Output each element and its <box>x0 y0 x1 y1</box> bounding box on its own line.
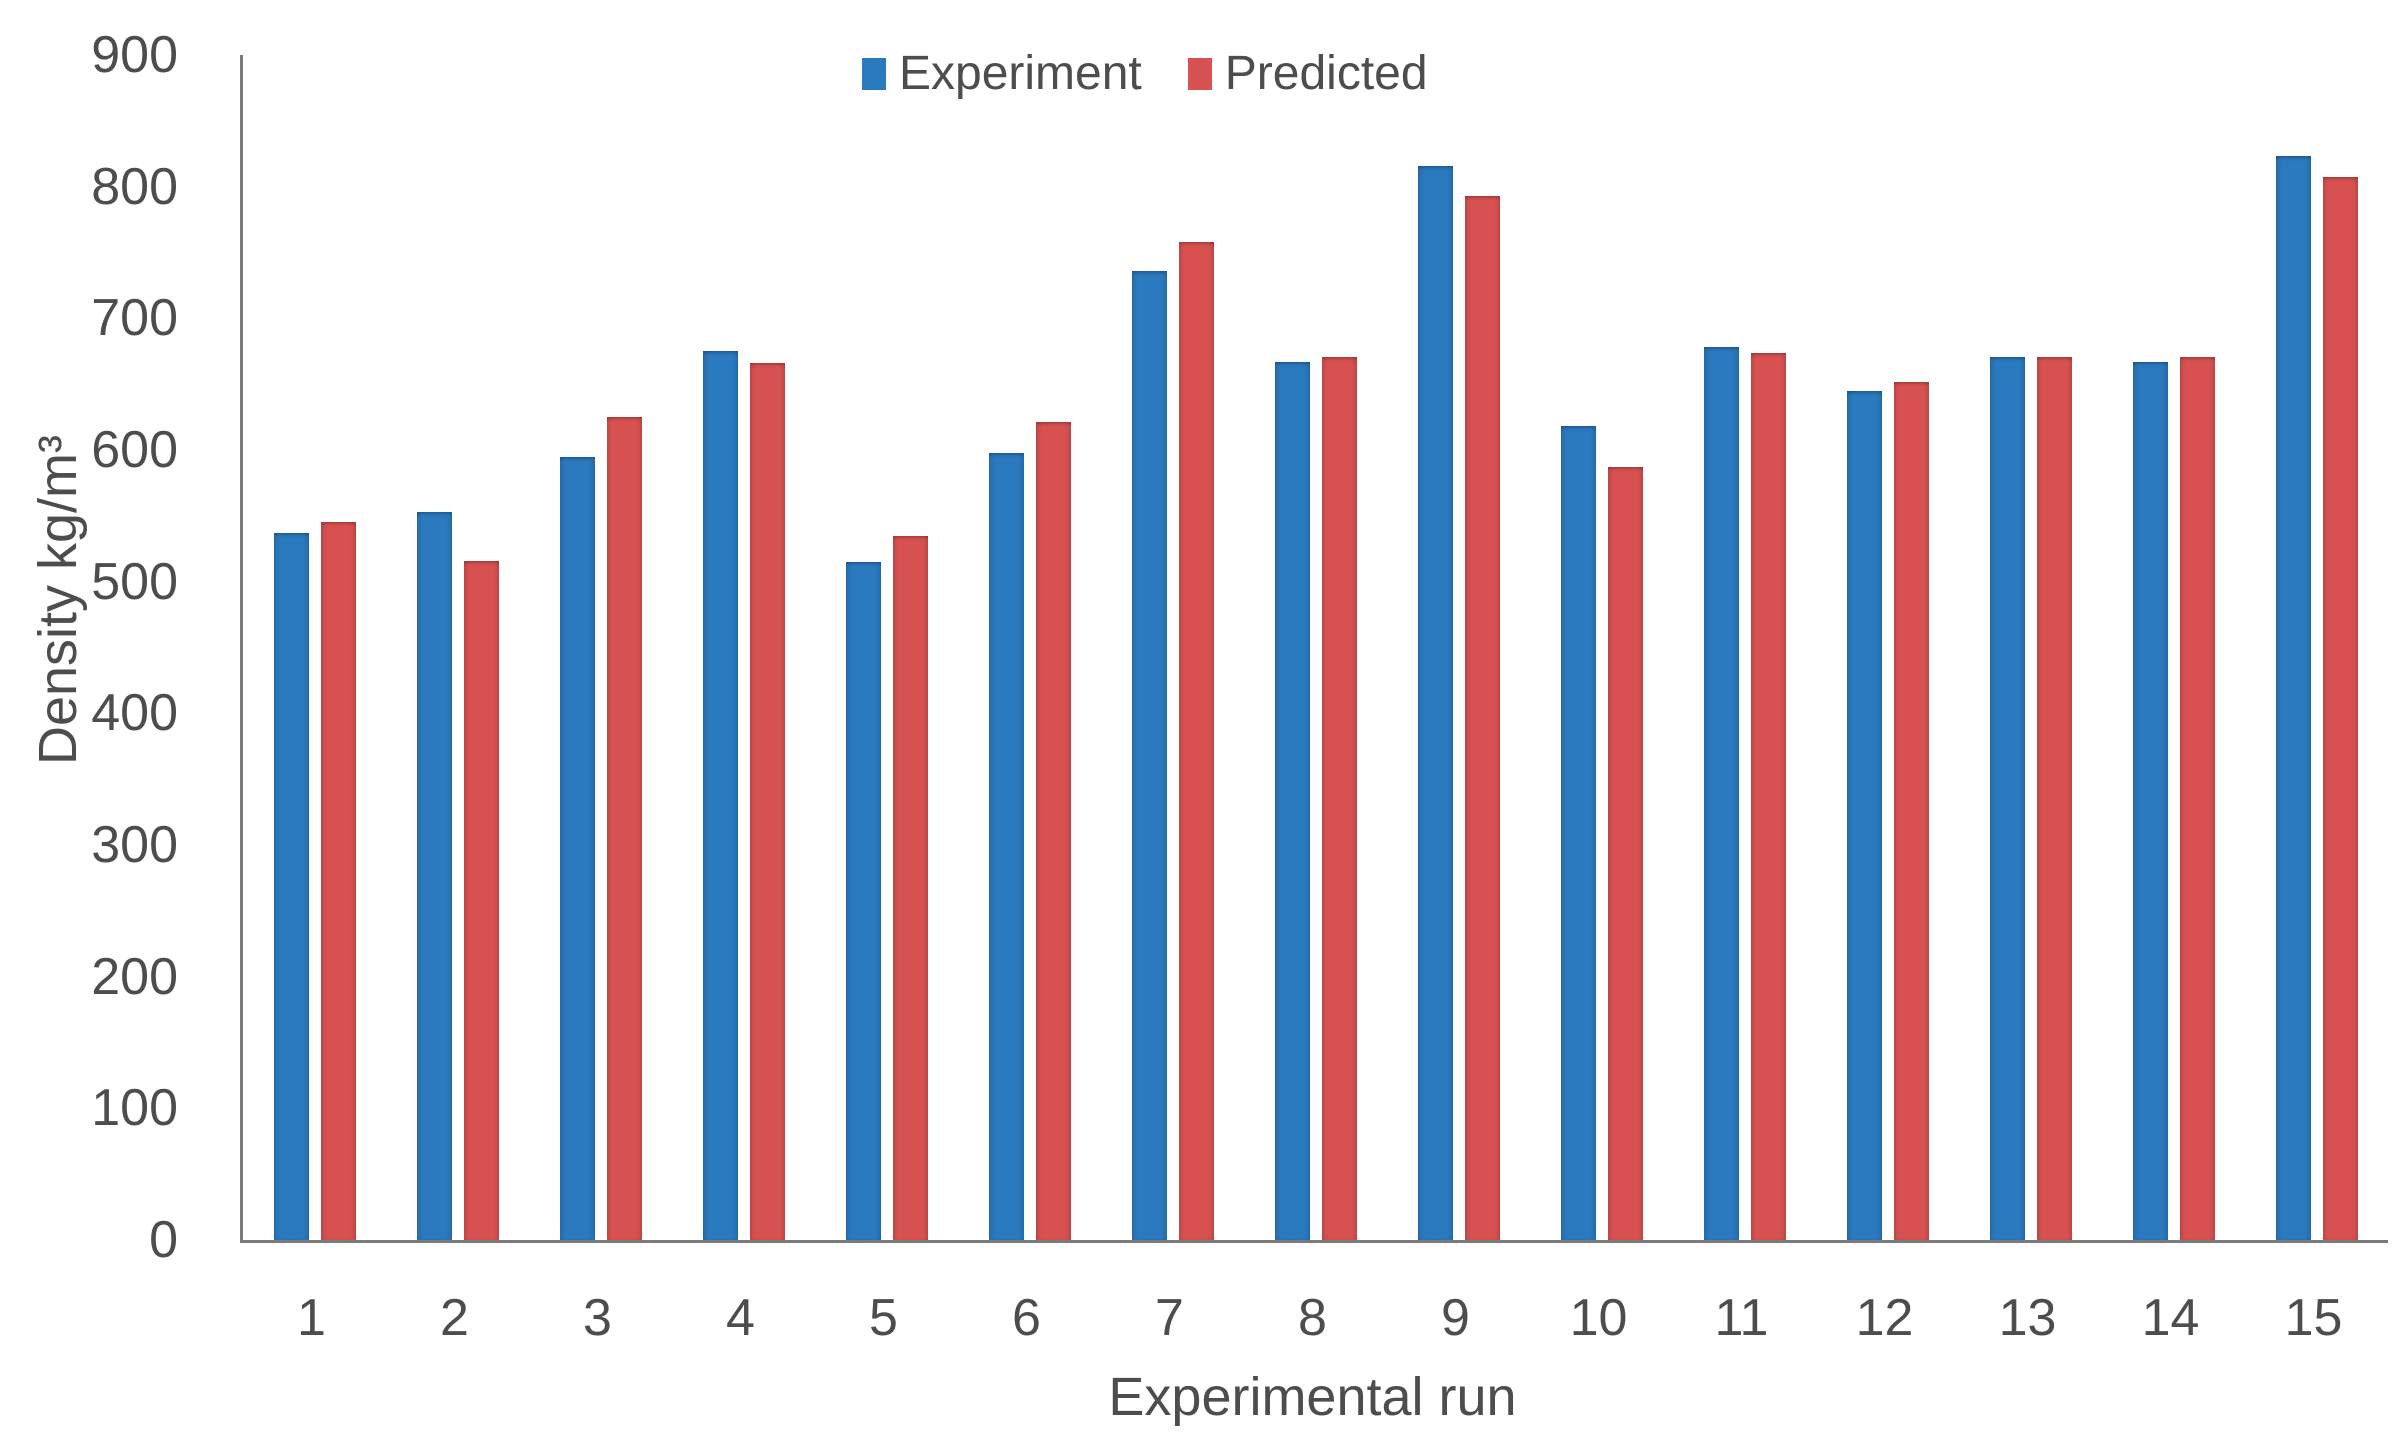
bar-group-run-6 <box>958 55 1101 1240</box>
bar-experiment-run-14 <box>2133 362 2168 1240</box>
bar-experiment-run-3 <box>560 457 595 1240</box>
y-tick-label-0: 0 <box>149 1211 178 1269</box>
bar-group-run-11 <box>1673 55 1816 1240</box>
bar-predicted-run-6 <box>1036 422 1071 1240</box>
bar-group-run-5 <box>815 55 958 1240</box>
bar-predicted-run-12 <box>1894 382 1929 1240</box>
x-tick-label-1: 1 <box>297 1289 326 1347</box>
bar-experiment-run-10 <box>1561 426 1596 1240</box>
legend-item-predicted: Predicted <box>1187 47 1428 100</box>
legend-label-experiment: Experiment <box>899 47 1142 100</box>
x-tick-label-13: 13 <box>1998 1289 2057 1347</box>
x-tick-label-6: 6 <box>1012 1289 1041 1347</box>
x-tick-label-9: 9 <box>1441 1289 1470 1347</box>
bar-experiment-run-11 <box>1704 347 1739 1240</box>
x-tick-label-11: 11 <box>1714 1289 1769 1347</box>
experiment-series-swatch-icon <box>862 58 886 90</box>
bar-group-run-8 <box>1244 55 1387 1240</box>
bar-group-run-3 <box>529 55 672 1240</box>
y-tick-label-500: 500 <box>91 552 178 611</box>
bar-predicted-run-7 <box>1179 242 1214 1240</box>
bar-experiment-run-6 <box>989 453 1024 1240</box>
bar-predicted-run-11 <box>1751 353 1786 1240</box>
chart-legend: Experiment Predicted <box>862 48 1428 100</box>
x-tick-label-3: 3 <box>583 1289 612 1347</box>
bar-predicted-run-3 <box>607 417 642 1240</box>
bar-predicted-run-10 <box>1608 467 1643 1240</box>
y-tick-label-300: 300 <box>91 816 178 874</box>
x-tick-label-8: 8 <box>1298 1289 1327 1347</box>
bar-predicted-run-1 <box>321 522 356 1240</box>
x-tick-label-12: 12 <box>1855 1289 1914 1347</box>
plot-area <box>240 55 2388 1243</box>
bar-predicted-run-5 <box>893 536 928 1240</box>
bar-group-run-12 <box>1816 55 1959 1240</box>
bar-predicted-run-13 <box>2037 357 2072 1240</box>
x-tick-label-4: 4 <box>726 1289 755 1347</box>
bar-group-run-14 <box>2102 55 2245 1240</box>
bar-predicted-run-9 <box>1465 196 1500 1240</box>
bar-experiment-run-8 <box>1275 362 1310 1240</box>
x-tick-label-5: 5 <box>869 1289 898 1347</box>
y-tick-label-800: 800 <box>91 157 178 216</box>
bar-predicted-run-15 <box>2323 177 2358 1240</box>
y-tick-label-100: 100 <box>91 1079 178 1138</box>
x-tick-label-2: 2 <box>440 1289 469 1347</box>
bar-group-run-7 <box>1101 55 1244 1240</box>
bar-experiment-run-2 <box>417 512 452 1240</box>
y-tick-label-700: 700 <box>91 289 178 348</box>
x-axis-title: Experimental run <box>1108 1367 1517 1427</box>
legend-item-experiment: Experiment <box>862 48 1142 100</box>
x-tick-label-15: 15 <box>2284 1289 2343 1347</box>
y-tick-label-600: 600 <box>91 421 178 479</box>
bar-experiment-run-12 <box>1847 391 1882 1240</box>
bar-experiment-run-1 <box>274 533 309 1240</box>
bar-experiment-run-5 <box>846 562 881 1240</box>
bar-predicted-run-14 <box>2180 357 2215 1240</box>
bar-group-run-15 <box>2245 55 2388 1240</box>
bar-experiment-run-7 <box>1132 271 1167 1240</box>
y-tick-label-900: 900 <box>91 26 178 84</box>
legend-label-predicted: Predicted <box>1224 47 1428 100</box>
bar-experiment-run-13 <box>1990 357 2025 1240</box>
x-tick-label-7: 7 <box>1155 1289 1184 1347</box>
y-tick-label-400: 400 <box>91 684 178 743</box>
bar-group-run-1 <box>243 55 386 1240</box>
bar-group-run-13 <box>1959 55 2102 1240</box>
y-tick-label-200: 200 <box>91 947 178 1006</box>
x-tick-label-10: 10 <box>1569 1289 1628 1347</box>
bar-predicted-run-2 <box>464 561 499 1240</box>
bar-group-run-10 <box>1530 55 1673 1240</box>
bar-group-run-9 <box>1387 55 1530 1240</box>
bar-group-run-2 <box>386 55 529 1240</box>
predicted-series-swatch-icon <box>1187 58 1212 90</box>
bar-experiment-run-9 <box>1418 166 1453 1240</box>
x-tick-label-14: 14 <box>2141 1289 2200 1347</box>
bar-experiment-run-4 <box>703 351 738 1240</box>
bar-experiment-run-15 <box>2276 156 2311 1240</box>
bar-predicted-run-8 <box>1322 357 1357 1240</box>
bar-predicted-run-4 <box>750 363 785 1240</box>
bar-group-run-4 <box>672 55 815 1240</box>
